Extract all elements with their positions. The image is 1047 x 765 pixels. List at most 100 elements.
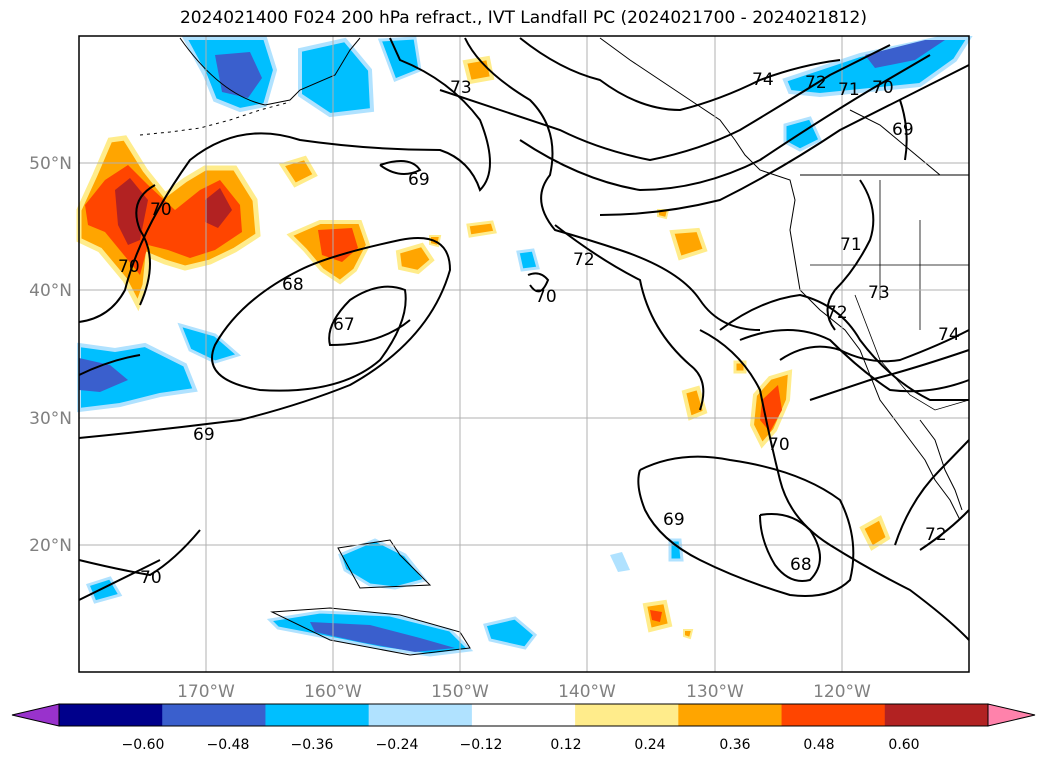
contour-line <box>599 64 970 216</box>
contour-label: 68 <box>282 275 304 295</box>
latitude-labels: 50°N 40°N 30°N 20°N <box>29 154 72 556</box>
contour-label: 69 <box>663 510 685 530</box>
contour-label: 72 <box>573 250 595 270</box>
negative-region <box>338 538 428 590</box>
contour-label: 70 <box>118 257 140 277</box>
contour-line <box>78 559 161 601</box>
map-frame <box>78 35 970 673</box>
baja-gulf-coast <box>919 419 963 511</box>
negative-region <box>610 552 630 572</box>
positive-region-core <box>650 610 662 622</box>
contour-line <box>527 272 550 293</box>
contour-line <box>464 37 761 331</box>
colorbar-extend-low <box>11 703 60 727</box>
negative-region <box>177 322 242 364</box>
positive-region <box>395 242 435 275</box>
contour-line <box>78 37 491 323</box>
negative-region-core <box>79 358 128 392</box>
contour-line <box>439 44 891 162</box>
contour-line <box>78 529 201 577</box>
contour-label: 70 <box>768 435 790 455</box>
shaded-regions <box>76 36 973 657</box>
contour-label: 71 <box>840 235 862 255</box>
map-title: 2024021400 F024 200 hPa refract., IVT La… <box>179 8 867 28</box>
contour-label: 69 <box>892 120 914 140</box>
contour-line <box>894 439 970 546</box>
contour-label: 70 <box>140 568 162 588</box>
colorbar-tick-label: −0.12 <box>460 737 503 753</box>
contour-line <box>379 160 422 175</box>
contour-label: 68 <box>790 555 812 575</box>
alaska-coast <box>179 37 361 106</box>
lon-label: 120°W <box>813 682 871 702</box>
lon-label: 130°W <box>686 682 744 702</box>
contour-label: 73 <box>868 283 890 303</box>
contour-labels: 73 69 70 70 68 67 69 72 70 74 72 71 70 6… <box>118 70 960 588</box>
colorbar-segment <box>265 704 370 726</box>
contour-line <box>78 237 452 439</box>
negative-region <box>77 342 198 413</box>
contour-line <box>135 184 156 306</box>
colorbar-segment <box>162 704 266 726</box>
lat-label: 20°N <box>29 536 72 556</box>
colorbar-segment <box>678 704 783 726</box>
lat-label: 50°N <box>29 154 72 174</box>
contour-line <box>759 513 821 582</box>
contour-label: 70 <box>150 200 172 220</box>
contour-line <box>779 329 970 363</box>
colorbar-segment <box>368 704 473 726</box>
contour-label: 71 <box>838 80 860 100</box>
colorbar-segment <box>471 704 576 726</box>
colorbar-tick-label: −0.60 <box>122 737 165 753</box>
negative-region-core <box>865 40 945 68</box>
mexico-border <box>854 294 970 411</box>
colorbar-tick-label: −0.48 <box>207 737 250 753</box>
colorbar: −0.60 −0.48 −0.36 −0.24 −0.12 0.12 0.24 … <box>11 703 1036 753</box>
contour-label: 72 <box>805 73 827 93</box>
contour-label: 70 <box>872 78 894 98</box>
colorbar-segment <box>575 704 679 726</box>
contour-line <box>826 179 875 331</box>
positive-region <box>466 220 497 238</box>
colorbar-tick-label: 0.12 <box>550 737 581 753</box>
contour-label: 67 <box>333 315 355 335</box>
negative-region <box>483 616 538 650</box>
colorbar-tick-label: 0.48 <box>803 737 834 753</box>
contour-line <box>809 349 970 401</box>
lon-label: 140°W <box>558 682 616 702</box>
island-chain <box>270 607 471 656</box>
positive-region <box>683 629 694 640</box>
contour-label: 69 <box>193 425 215 445</box>
contour-label: 73 <box>450 78 472 98</box>
positive-region <box>859 515 891 551</box>
contour-label: 74 <box>752 70 774 90</box>
positive-region-peak <box>205 188 232 228</box>
colorbar-segment <box>59 704 163 726</box>
contours <box>78 37 970 641</box>
negative-region-core <box>215 52 262 98</box>
colorbar-tick-label: −0.36 <box>291 737 334 753</box>
hawaii-islands <box>337 539 432 589</box>
contour-line <box>78 354 141 376</box>
contour-line <box>554 224 705 411</box>
contour-line <box>719 293 969 401</box>
negative-region <box>298 37 375 118</box>
longitude-labels: 170°W 160°W 150°W 140°W 130°W 120°W <box>177 682 871 702</box>
contour-line <box>899 99 908 161</box>
contour-label: 69 <box>408 170 430 190</box>
colorbar-segment <box>884 704 989 726</box>
contour-label: 70 <box>535 287 557 307</box>
negative-region-core <box>310 622 455 652</box>
contour-label: 72 <box>925 525 947 545</box>
lon-label: 170°W <box>177 682 235 702</box>
colorbar-extend-high <box>987 703 1036 727</box>
contour-line <box>519 54 931 192</box>
colorbar-frame <box>58 703 989 727</box>
lat-label: 40°N <box>29 281 72 301</box>
negative-region <box>516 248 540 272</box>
contour-line <box>739 329 970 393</box>
positive-region <box>278 155 318 188</box>
aleutian-islands <box>139 101 291 136</box>
positive-region <box>669 227 708 261</box>
